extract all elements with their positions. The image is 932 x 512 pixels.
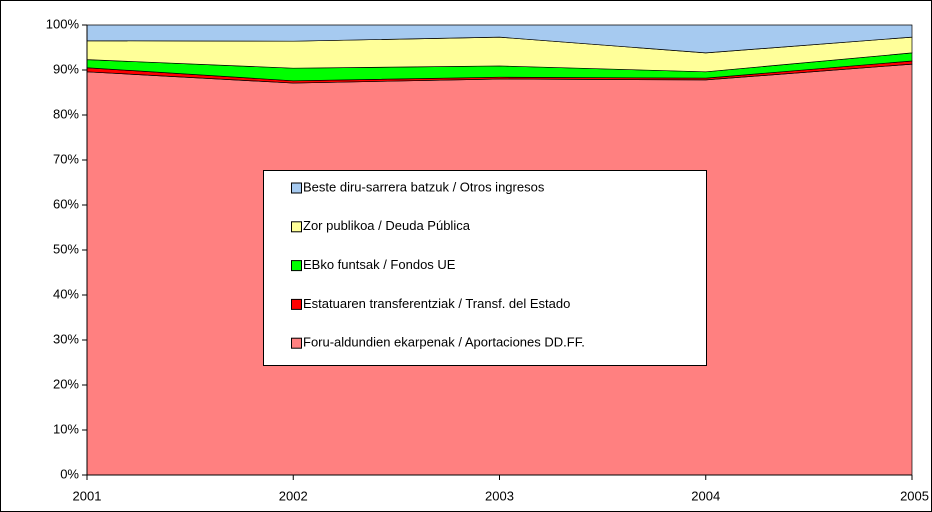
legend-label: Foru-aldundien ekarpenak / Aportaciones …	[303, 335, 585, 350]
x-tick-label: 2001	[73, 488, 102, 503]
legend-swatch	[291, 182, 302, 194]
x-tick-label: 2002	[279, 488, 308, 503]
y-tick-label: 90%	[53, 61, 79, 76]
y-tick-label: 30%	[53, 331, 79, 346]
legend-label: Estatuaren transferentziak / Transf. del…	[303, 296, 570, 311]
y-tick-label: 40%	[53, 286, 79, 301]
legend-label: Beste diru-sarrera batzuk / Otros ingres…	[303, 179, 545, 194]
legend-swatch	[291, 298, 302, 310]
legend-label: Zor publikoa / Deuda Pública	[303, 218, 471, 233]
y-tick-label: 20%	[53, 376, 79, 391]
legend-swatch	[291, 221, 302, 233]
area	[86, 24, 913, 54]
y-tick-label: 70%	[53, 151, 79, 166]
y-tick-label: 80%	[53, 106, 79, 121]
legend-label: EBko funtsak / Fondos UE	[303, 257, 456, 272]
legend-box	[263, 170, 707, 366]
x-tick-label: 2003	[485, 488, 514, 503]
legend-swatch	[291, 260, 302, 272]
y-tick-label: 50%	[53, 241, 79, 256]
x-tick-label: 2004	[691, 488, 720, 503]
x-tick-label: 2005	[900, 488, 929, 503]
y-tick-label: 0%	[60, 466, 79, 481]
legend-swatch	[291, 337, 302, 349]
y-tick-label: 60%	[53, 196, 79, 211]
y-tick-label: 100%	[46, 16, 80, 31]
y-tick-label: 10%	[53, 421, 79, 436]
